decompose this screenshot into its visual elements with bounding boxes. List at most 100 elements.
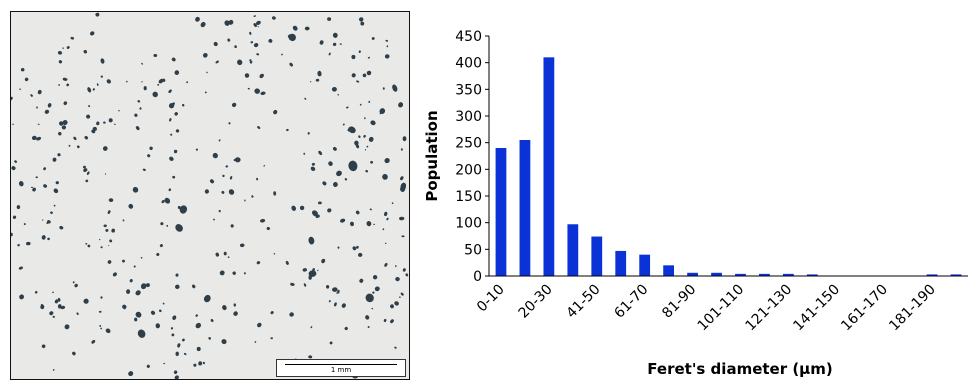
particle xyxy=(195,16,200,22)
particle xyxy=(40,304,45,310)
particle xyxy=(128,203,134,209)
particle xyxy=(37,89,42,95)
particle xyxy=(385,39,389,42)
particle xyxy=(308,355,313,359)
particle xyxy=(203,294,211,303)
particle xyxy=(83,165,86,169)
particle xyxy=(316,269,319,272)
particle xyxy=(162,78,166,82)
particle xyxy=(76,312,79,316)
particle xyxy=(366,145,369,148)
x-tick-label: 81-90 xyxy=(659,282,699,322)
particle xyxy=(386,217,389,221)
particle xyxy=(382,174,388,180)
particle xyxy=(76,145,80,149)
particle xyxy=(358,135,361,138)
particle xyxy=(273,191,277,196)
particle xyxy=(91,339,96,344)
particle xyxy=(362,73,367,78)
bar-91-100 xyxy=(711,272,722,276)
particle xyxy=(299,205,305,211)
particle xyxy=(200,21,206,28)
particle xyxy=(99,238,101,241)
particle xyxy=(400,148,403,151)
particle xyxy=(332,146,337,151)
particle xyxy=(249,59,252,62)
particle xyxy=(11,96,13,101)
particle xyxy=(139,107,142,110)
particle xyxy=(260,91,266,96)
particle xyxy=(253,43,259,48)
particle xyxy=(62,120,68,125)
particle xyxy=(359,278,364,283)
bar-191-200 xyxy=(950,274,962,276)
particle xyxy=(49,311,54,316)
particle xyxy=(304,26,310,31)
particle xyxy=(175,351,179,356)
particle xyxy=(105,228,109,232)
particle xyxy=(35,176,38,179)
y-tick-label: 300 xyxy=(455,109,482,125)
particle xyxy=(385,242,387,245)
particle xyxy=(137,100,141,103)
particle xyxy=(11,232,13,237)
particle xyxy=(359,103,362,106)
particle xyxy=(212,152,218,159)
scale-bar-label: 1 mm xyxy=(330,366,352,374)
particle xyxy=(183,352,187,356)
particle xyxy=(255,20,261,25)
particle xyxy=(98,310,102,313)
particle xyxy=(308,236,315,245)
particle xyxy=(402,136,407,142)
bar-131-140 xyxy=(806,274,818,276)
particle xyxy=(253,15,256,17)
bar-121-130 xyxy=(782,273,794,276)
particle xyxy=(160,222,164,226)
x-tick-label: 20-30 xyxy=(516,282,556,322)
particle xyxy=(383,318,387,323)
particle xyxy=(229,176,233,180)
particle xyxy=(133,265,136,268)
particle xyxy=(365,293,374,303)
particle xyxy=(308,275,312,280)
particle xyxy=(364,117,366,120)
particle xyxy=(225,165,229,168)
particle xyxy=(193,363,197,367)
particle xyxy=(95,12,100,17)
particle xyxy=(135,126,140,131)
particle xyxy=(106,79,111,84)
particle xyxy=(166,224,169,227)
x-tick-label: 181-190 xyxy=(886,282,939,335)
particle xyxy=(41,344,46,349)
particle xyxy=(122,304,127,309)
particle xyxy=(202,52,208,58)
particle xyxy=(325,285,330,289)
bar-51-60 xyxy=(615,250,627,276)
particle xyxy=(218,209,221,213)
bar-41-50 xyxy=(591,236,603,276)
bar-11-20 xyxy=(519,140,531,276)
particle xyxy=(270,337,273,340)
particle xyxy=(99,324,102,327)
particle xyxy=(302,268,307,272)
particle xyxy=(36,106,38,109)
particle xyxy=(256,53,260,56)
particle xyxy=(215,60,219,64)
particle xyxy=(129,279,133,283)
particle xyxy=(12,123,14,125)
particle xyxy=(386,45,389,48)
particle xyxy=(103,224,107,228)
particle xyxy=(16,205,21,210)
particle xyxy=(53,204,56,207)
y-tick-label: 150 xyxy=(455,189,482,205)
particle xyxy=(66,83,70,87)
particle xyxy=(157,83,160,86)
x-tick-label: 161-170 xyxy=(838,282,891,335)
particle xyxy=(172,175,176,179)
particle xyxy=(270,311,274,315)
y-tick-label: 450 xyxy=(455,29,482,45)
particle xyxy=(243,272,246,275)
particle xyxy=(63,101,68,106)
particle xyxy=(44,109,50,114)
particle xyxy=(158,309,162,313)
